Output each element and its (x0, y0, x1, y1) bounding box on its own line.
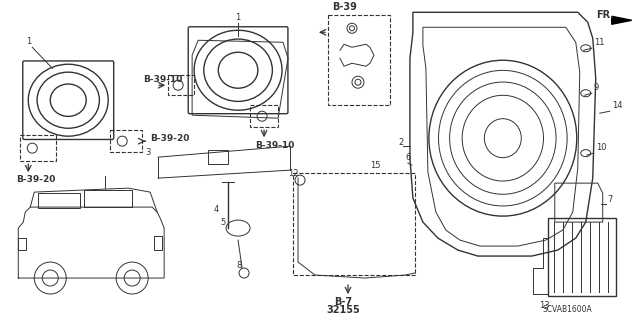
Polygon shape (612, 16, 632, 24)
Text: B-7: B-7 (334, 297, 352, 307)
Text: 1: 1 (26, 37, 31, 46)
Bar (250, 105, 278, 127)
Text: 15: 15 (370, 161, 380, 170)
Text: 7: 7 (608, 195, 613, 204)
Bar (19, 238, 26, 250)
Text: B-39-20: B-39-20 (150, 134, 189, 143)
Text: B-39-10: B-39-10 (143, 75, 182, 84)
Text: FR.: FR. (596, 10, 614, 20)
Bar (328, 15, 390, 105)
Text: 1: 1 (235, 13, 241, 22)
Bar (548, 218, 616, 296)
Bar (168, 75, 194, 95)
Text: 12: 12 (288, 169, 298, 178)
Text: 8: 8 (236, 261, 241, 270)
Text: 13: 13 (540, 301, 550, 310)
Text: B-39: B-39 (332, 2, 357, 12)
Text: 3: 3 (145, 148, 150, 157)
Text: 4: 4 (214, 205, 220, 214)
Text: 5: 5 (220, 218, 225, 227)
Text: 6: 6 (405, 153, 410, 162)
Text: B-39-20: B-39-20 (16, 175, 56, 184)
Text: SCVAB1600A: SCVAB1600A (543, 305, 593, 314)
Text: 9: 9 (594, 83, 599, 92)
Bar (84, 190, 132, 207)
Text: 32155: 32155 (326, 305, 360, 315)
Bar (293, 173, 415, 275)
Text: 10: 10 (596, 143, 606, 152)
Text: B-39-10: B-39-10 (255, 141, 294, 150)
Text: 11: 11 (594, 38, 604, 47)
Text: 2: 2 (398, 138, 403, 147)
Bar (20, 135, 56, 161)
Bar (154, 236, 162, 250)
Text: 14: 14 (612, 101, 622, 110)
Bar (110, 130, 142, 152)
Bar (38, 193, 80, 208)
Bar (208, 150, 228, 164)
